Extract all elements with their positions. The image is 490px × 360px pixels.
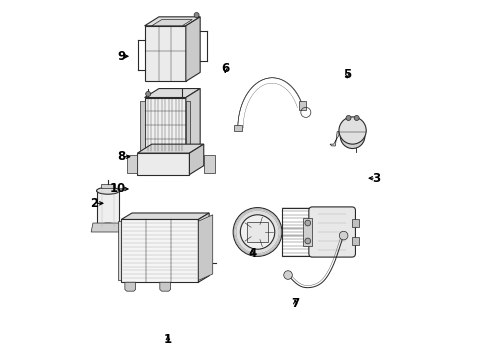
FancyBboxPatch shape <box>309 207 355 257</box>
Polygon shape <box>160 282 171 291</box>
Text: 10: 10 <box>110 183 126 195</box>
Circle shape <box>305 238 311 244</box>
Circle shape <box>354 116 359 121</box>
Text: 9: 9 <box>117 50 125 63</box>
Polygon shape <box>198 213 209 282</box>
Circle shape <box>250 224 266 240</box>
Polygon shape <box>186 89 200 153</box>
Circle shape <box>254 229 261 235</box>
Polygon shape <box>145 89 200 98</box>
Polygon shape <box>122 213 209 220</box>
Polygon shape <box>118 221 122 280</box>
Text: 5: 5 <box>343 68 351 81</box>
Ellipse shape <box>97 223 120 230</box>
Bar <box>234 125 242 131</box>
Polygon shape <box>145 98 186 153</box>
Polygon shape <box>204 155 215 173</box>
Polygon shape <box>137 144 204 153</box>
Bar <box>101 184 115 189</box>
Polygon shape <box>145 17 200 26</box>
Polygon shape <box>186 101 190 149</box>
Text: 7: 7 <box>291 297 299 310</box>
Bar <box>97 191 120 226</box>
Text: 8: 8 <box>117 150 125 163</box>
Polygon shape <box>125 282 136 291</box>
Polygon shape <box>330 132 339 146</box>
Polygon shape <box>140 101 145 149</box>
Polygon shape <box>137 153 190 175</box>
Polygon shape <box>122 220 198 282</box>
Polygon shape <box>145 26 186 81</box>
Bar <box>352 219 359 227</box>
Circle shape <box>194 13 199 18</box>
Text: 4: 4 <box>248 247 256 260</box>
Polygon shape <box>247 222 268 242</box>
Circle shape <box>339 231 348 240</box>
Polygon shape <box>198 215 213 280</box>
Text: 6: 6 <box>221 62 229 75</box>
Text: 1: 1 <box>164 333 172 346</box>
Polygon shape <box>303 218 313 246</box>
Polygon shape <box>186 17 200 81</box>
Circle shape <box>339 117 366 144</box>
Ellipse shape <box>97 187 120 194</box>
Circle shape <box>233 208 282 256</box>
Bar <box>299 101 306 109</box>
Circle shape <box>284 271 293 279</box>
Text: 3: 3 <box>372 172 380 185</box>
Polygon shape <box>91 223 125 232</box>
Circle shape <box>240 215 275 249</box>
Polygon shape <box>126 155 137 173</box>
Text: 2: 2 <box>90 197 98 210</box>
Bar <box>352 237 359 245</box>
Circle shape <box>146 91 151 96</box>
Polygon shape <box>152 19 192 26</box>
Circle shape <box>305 220 311 226</box>
Circle shape <box>346 116 351 121</box>
Circle shape <box>341 124 365 149</box>
Polygon shape <box>190 144 204 175</box>
